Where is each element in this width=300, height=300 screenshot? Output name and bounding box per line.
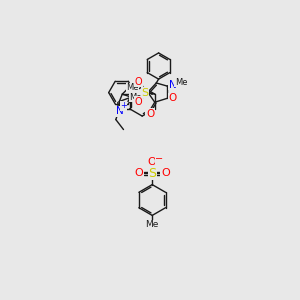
- Text: S: S: [148, 167, 156, 180]
- Text: −: −: [155, 154, 163, 164]
- Text: Me: Me: [146, 220, 159, 229]
- Text: O: O: [161, 168, 170, 178]
- Text: S: S: [141, 88, 148, 98]
- Text: O: O: [146, 109, 154, 119]
- Text: +: +: [120, 101, 127, 110]
- Text: O: O: [135, 97, 142, 107]
- Text: Me: Me: [126, 83, 139, 92]
- Text: O: O: [135, 168, 143, 178]
- Text: O: O: [148, 157, 157, 167]
- Text: N: N: [116, 106, 124, 116]
- Text: N: N: [169, 80, 176, 89]
- Text: O: O: [168, 93, 177, 103]
- Text: O: O: [135, 77, 142, 87]
- Text: Me: Me: [175, 78, 187, 87]
- Text: Me: Me: [129, 93, 142, 102]
